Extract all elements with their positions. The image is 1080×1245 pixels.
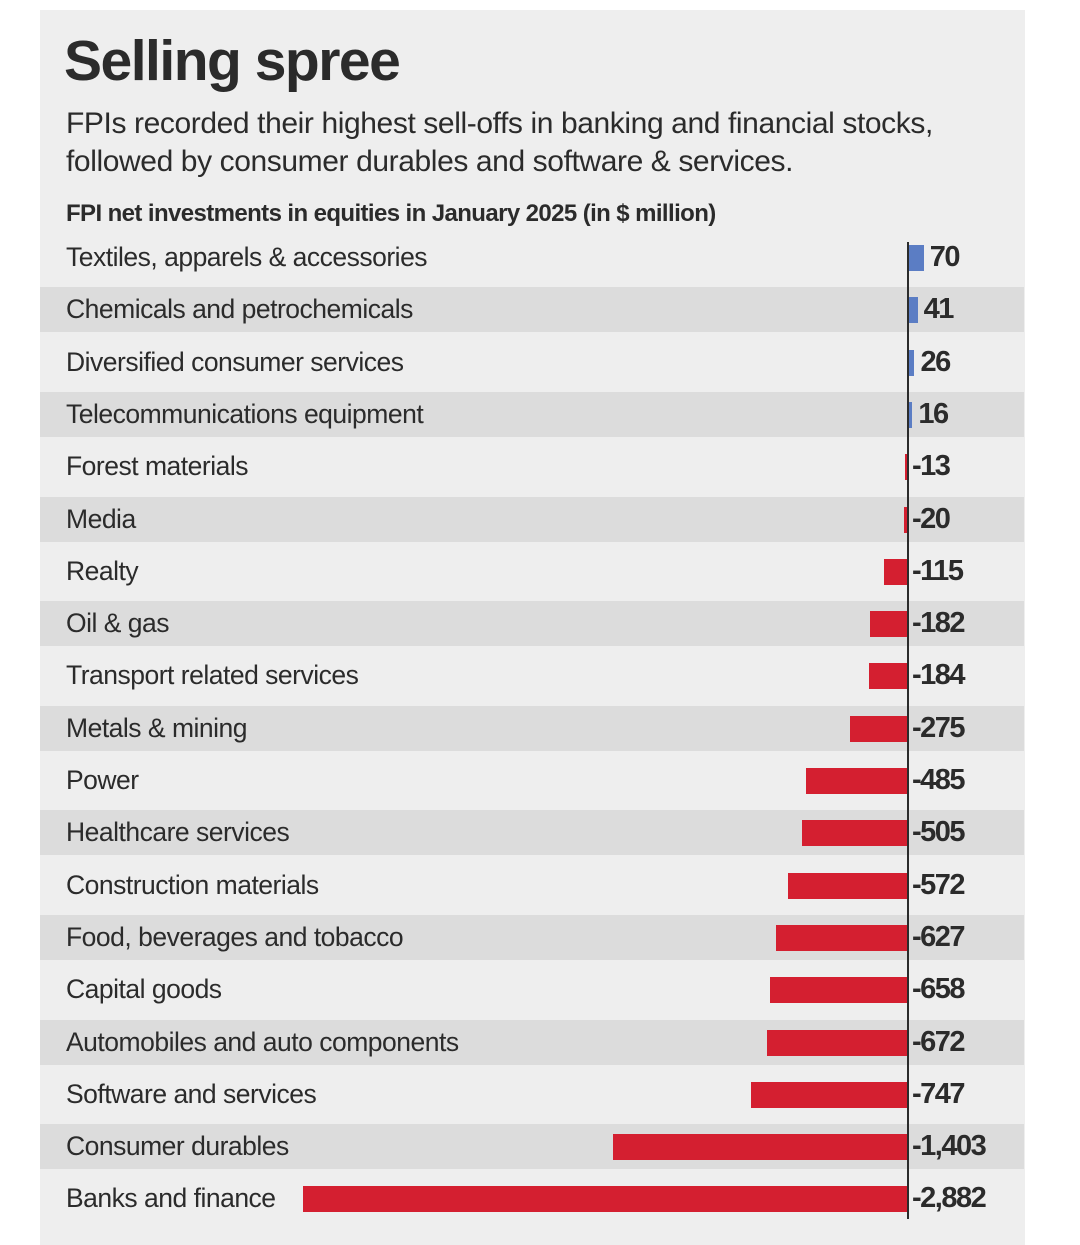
category-label: Oil & gas (66, 608, 170, 639)
data-label: -184 (912, 659, 966, 692)
bar-positive (909, 401, 913, 428)
bar-negative (869, 611, 908, 638)
bar-negative (806, 768, 908, 794)
bar-negative (751, 1081, 908, 1108)
category-label: Forest materials (66, 451, 248, 482)
zero-axis-line (907, 242, 909, 1220)
category-label: Consumer durables (66, 1131, 289, 1162)
chart-headline: Selling spree (64, 29, 401, 93)
chart-title: FPI net investments in equities in Janua… (66, 200, 716, 227)
data-label: -275 (912, 711, 966, 744)
bar-negative (303, 1186, 908, 1213)
category-label: Food, beverages and tobacco (66, 921, 404, 952)
data-label: -485 (912, 764, 966, 796)
data-label: 16 (918, 397, 949, 430)
category-label: Media (66, 503, 136, 534)
category-label: Automobiles and auto components (66, 1026, 459, 1057)
data-label: -572 (912, 868, 966, 901)
category-label: Realty (66, 555, 139, 586)
bar-positive (909, 297, 918, 324)
bar-positive (909, 349, 915, 376)
category-label: Textiles, apparels & accessories (66, 242, 428, 272)
category-label: Banks and finance (66, 1183, 276, 1214)
row-stripe (40, 496, 1024, 542)
data-label: -20 (912, 502, 951, 535)
bar-negative (769, 977, 908, 1004)
category-label: Software and services (66, 1078, 317, 1109)
data-label: 41 (923, 293, 955, 326)
data-label: -2,882 (912, 1182, 987, 1215)
bar-negative (613, 1134, 908, 1161)
data-label: -658 (912, 973, 966, 1006)
bar-negative (766, 1029, 908, 1056)
data-label: -115 (912, 554, 964, 587)
chart-subtitle: FPIs recorded their highest sell-offs in… (66, 107, 933, 178)
data-label: 70 (929, 241, 961, 273)
category-label: Construction materials (66, 869, 319, 900)
bar-negative (903, 506, 908, 533)
data-label: -182 (912, 607, 966, 640)
bar-negative (883, 558, 908, 585)
row-stripe (40, 391, 1024, 437)
category-label: Chemicals and petrochemicals (66, 294, 413, 325)
data-label: -1,403 (912, 1130, 987, 1163)
bar-negative (869, 663, 908, 690)
bar-positive (909, 245, 924, 271)
category-label: Metals & mining (66, 712, 248, 743)
category-label: Healthcare services (66, 817, 290, 848)
category-label: Transport related services (66, 660, 359, 691)
bar-negative (787, 872, 908, 899)
bar-negative (801, 820, 908, 847)
data-label: -747 (912, 1077, 966, 1110)
row-stripe (40, 287, 1024, 333)
data-label: -13 (912, 450, 951, 483)
bar-negative (905, 454, 908, 481)
category-label: Telecommunications equipment (66, 398, 424, 429)
bar-negative (850, 715, 908, 742)
data-label: -672 (912, 1025, 966, 1058)
category-label: Capital goods (66, 974, 222, 1005)
data-label: 26 (920, 345, 951, 378)
row-stripe (40, 601, 1024, 647)
category-label: Diversified consumer services (66, 346, 404, 377)
bar-negative (776, 924, 908, 951)
data-label: -627 (912, 920, 966, 953)
category-label: Power (66, 765, 139, 795)
data-label: -505 (912, 816, 966, 849)
